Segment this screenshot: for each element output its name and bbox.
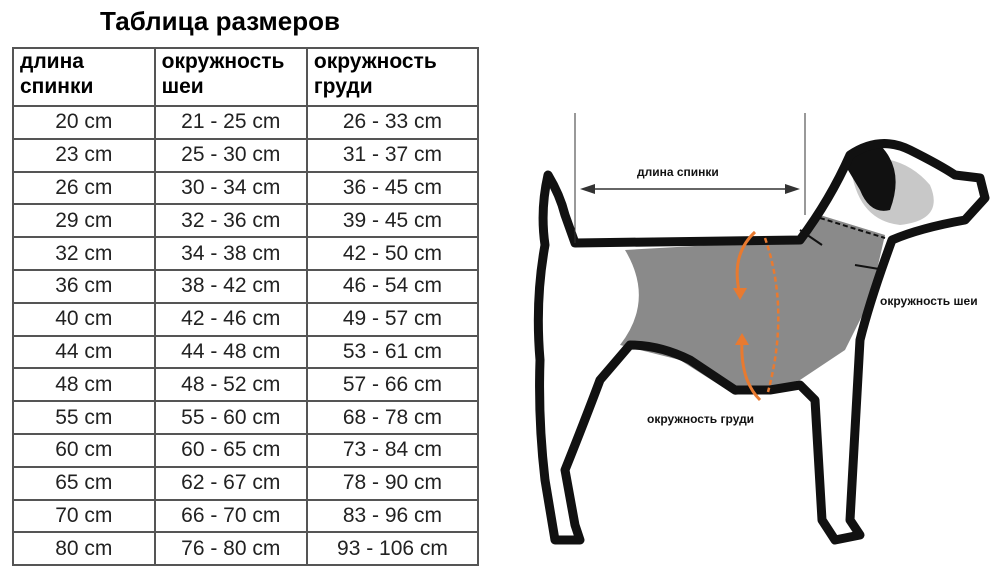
table-cell: 21 - 25 cm [153,105,308,140]
table-cell: 44 cm [12,334,156,370]
table-cell: 29 cm [12,203,156,239]
neck-arrow-2 [854,264,886,271]
table-row: 55 cm 55 - 60 cm 68 - 78 cm [12,400,480,435]
table-cell: 25 - 30 cm [153,137,308,173]
table-cell: 38 - 42 cm [153,268,308,304]
table-cell: 53 - 61 cm [305,334,480,370]
table-cell: 39 - 45 cm [305,203,480,239]
table-row: 60 cm 60 - 65 cm 73 - 84 cm [12,432,480,468]
table-cell: 70 cm [12,498,156,534]
table-row: 32 cm 34 - 38 cm 42 - 50 cm [12,236,480,271]
table-cell: 80 cm [12,531,156,567]
table-row: 48 cm 48 - 52 cm 57 - 66 cm [12,367,480,403]
dog-outline [533,139,990,545]
table-row: 36 cm 38 - 42 cm 46 - 54 cm [12,268,480,304]
table-cell: 30 - 34 cm [153,170,308,206]
column-header: окружность шеи [153,47,308,107]
table-cell: 73 - 84 cm [305,432,480,468]
table-cell: 48 cm [12,367,156,403]
table-cell: 26 cm [12,170,156,206]
table-cell: 42 - 50 cm [305,236,480,271]
table-header-row: длина спинки окружность шеи окружность гру… [12,47,480,107]
table-cell: 32 - 36 cm [153,203,308,239]
table-cell: 76 - 80 cm [153,531,308,567]
table-cell: 20 cm [12,105,156,140]
table-row: 40 cm 42 - 46 cm 49 - 57 cm [12,301,480,337]
table-cell: 46 - 54 cm [305,268,480,304]
table-cell: 78 - 90 cm [305,465,480,501]
table-cell: 42 - 46 cm [153,301,308,337]
neck-label: окружность шеи [880,294,978,308]
chest-arrow-down-head [733,288,747,300]
table-cell: 83 - 96 cm [305,498,480,534]
table-cell: 26 - 33 cm [305,105,480,140]
neck-arrow-1 [799,229,823,246]
table-cell: 62 - 67 cm [153,465,308,501]
table-cell: 36 - 45 cm [305,170,480,206]
column-header: окружность груди [305,47,480,107]
page-title: Таблица размеров [100,6,340,36]
table-cell: 65 cm [12,465,156,501]
ear-shape [845,144,896,211]
chest-label: окружность груди [647,412,755,426]
neck-line [819,217,886,239]
chest-arrow-up [740,339,762,402]
table-row: 65 cm 62 - 67 cm 78 - 90 cm [12,465,480,501]
table-cell: 48 - 52 cm [153,367,308,403]
arrow-right-head [785,184,800,194]
table-row: 23 cm 25 - 30 cm 31 - 37 cm [12,137,480,173]
table-cell: 40 cm [12,301,156,337]
column-header: длина спинки [12,47,156,107]
table-cell: 66 - 70 cm [153,498,308,534]
table-cell: 55 cm [12,400,156,435]
table-row: 20 cm 21 - 25 cm 26 - 33 cm [12,105,480,140]
table-cell: 44 - 48 cm [153,334,308,370]
table-row: 44 cm 44 - 48 cm 53 - 61 cm [12,334,480,370]
chest-arrow-down [735,230,757,296]
table-cell: 23 cm [12,137,156,173]
arrow-left-head [580,184,595,194]
table-cell: 31 - 37 cm [305,137,480,173]
table-row: 70 cm 66 - 70 cm 83 - 96 cm [12,498,480,534]
chest-dashed-line [763,237,780,393]
chest-arrow-up-head [735,333,749,345]
garment-shape [620,215,885,395]
table-cell: 60 cm [12,432,156,468]
size-table: длина спинки окружность шеи окружность гру… [12,47,480,567]
table-row: 26 cm 30 - 34 cm 36 - 45 cm [12,170,480,206]
table-cell: 55 - 60 cm [153,400,308,435]
table-cell: 60 - 65 cm [153,432,308,468]
back-length-label: длина спинки [637,165,719,179]
table-cell: 68 - 78 cm [305,400,480,435]
table-row: 80 cm 76 - 80 cm 93 - 106 cm [12,531,480,567]
table-row: 29 cm 32 - 36 cm 39 - 45 cm [12,203,480,239]
table-cell: 57 - 66 cm [305,367,480,403]
table-cell: 93 - 106 cm [305,531,480,567]
table-cell: 34 - 38 cm [153,236,308,271]
table-cell: 49 - 57 cm [305,301,480,337]
table-cell: 36 cm [12,268,156,304]
table-cell: 32 cm [12,236,156,271]
